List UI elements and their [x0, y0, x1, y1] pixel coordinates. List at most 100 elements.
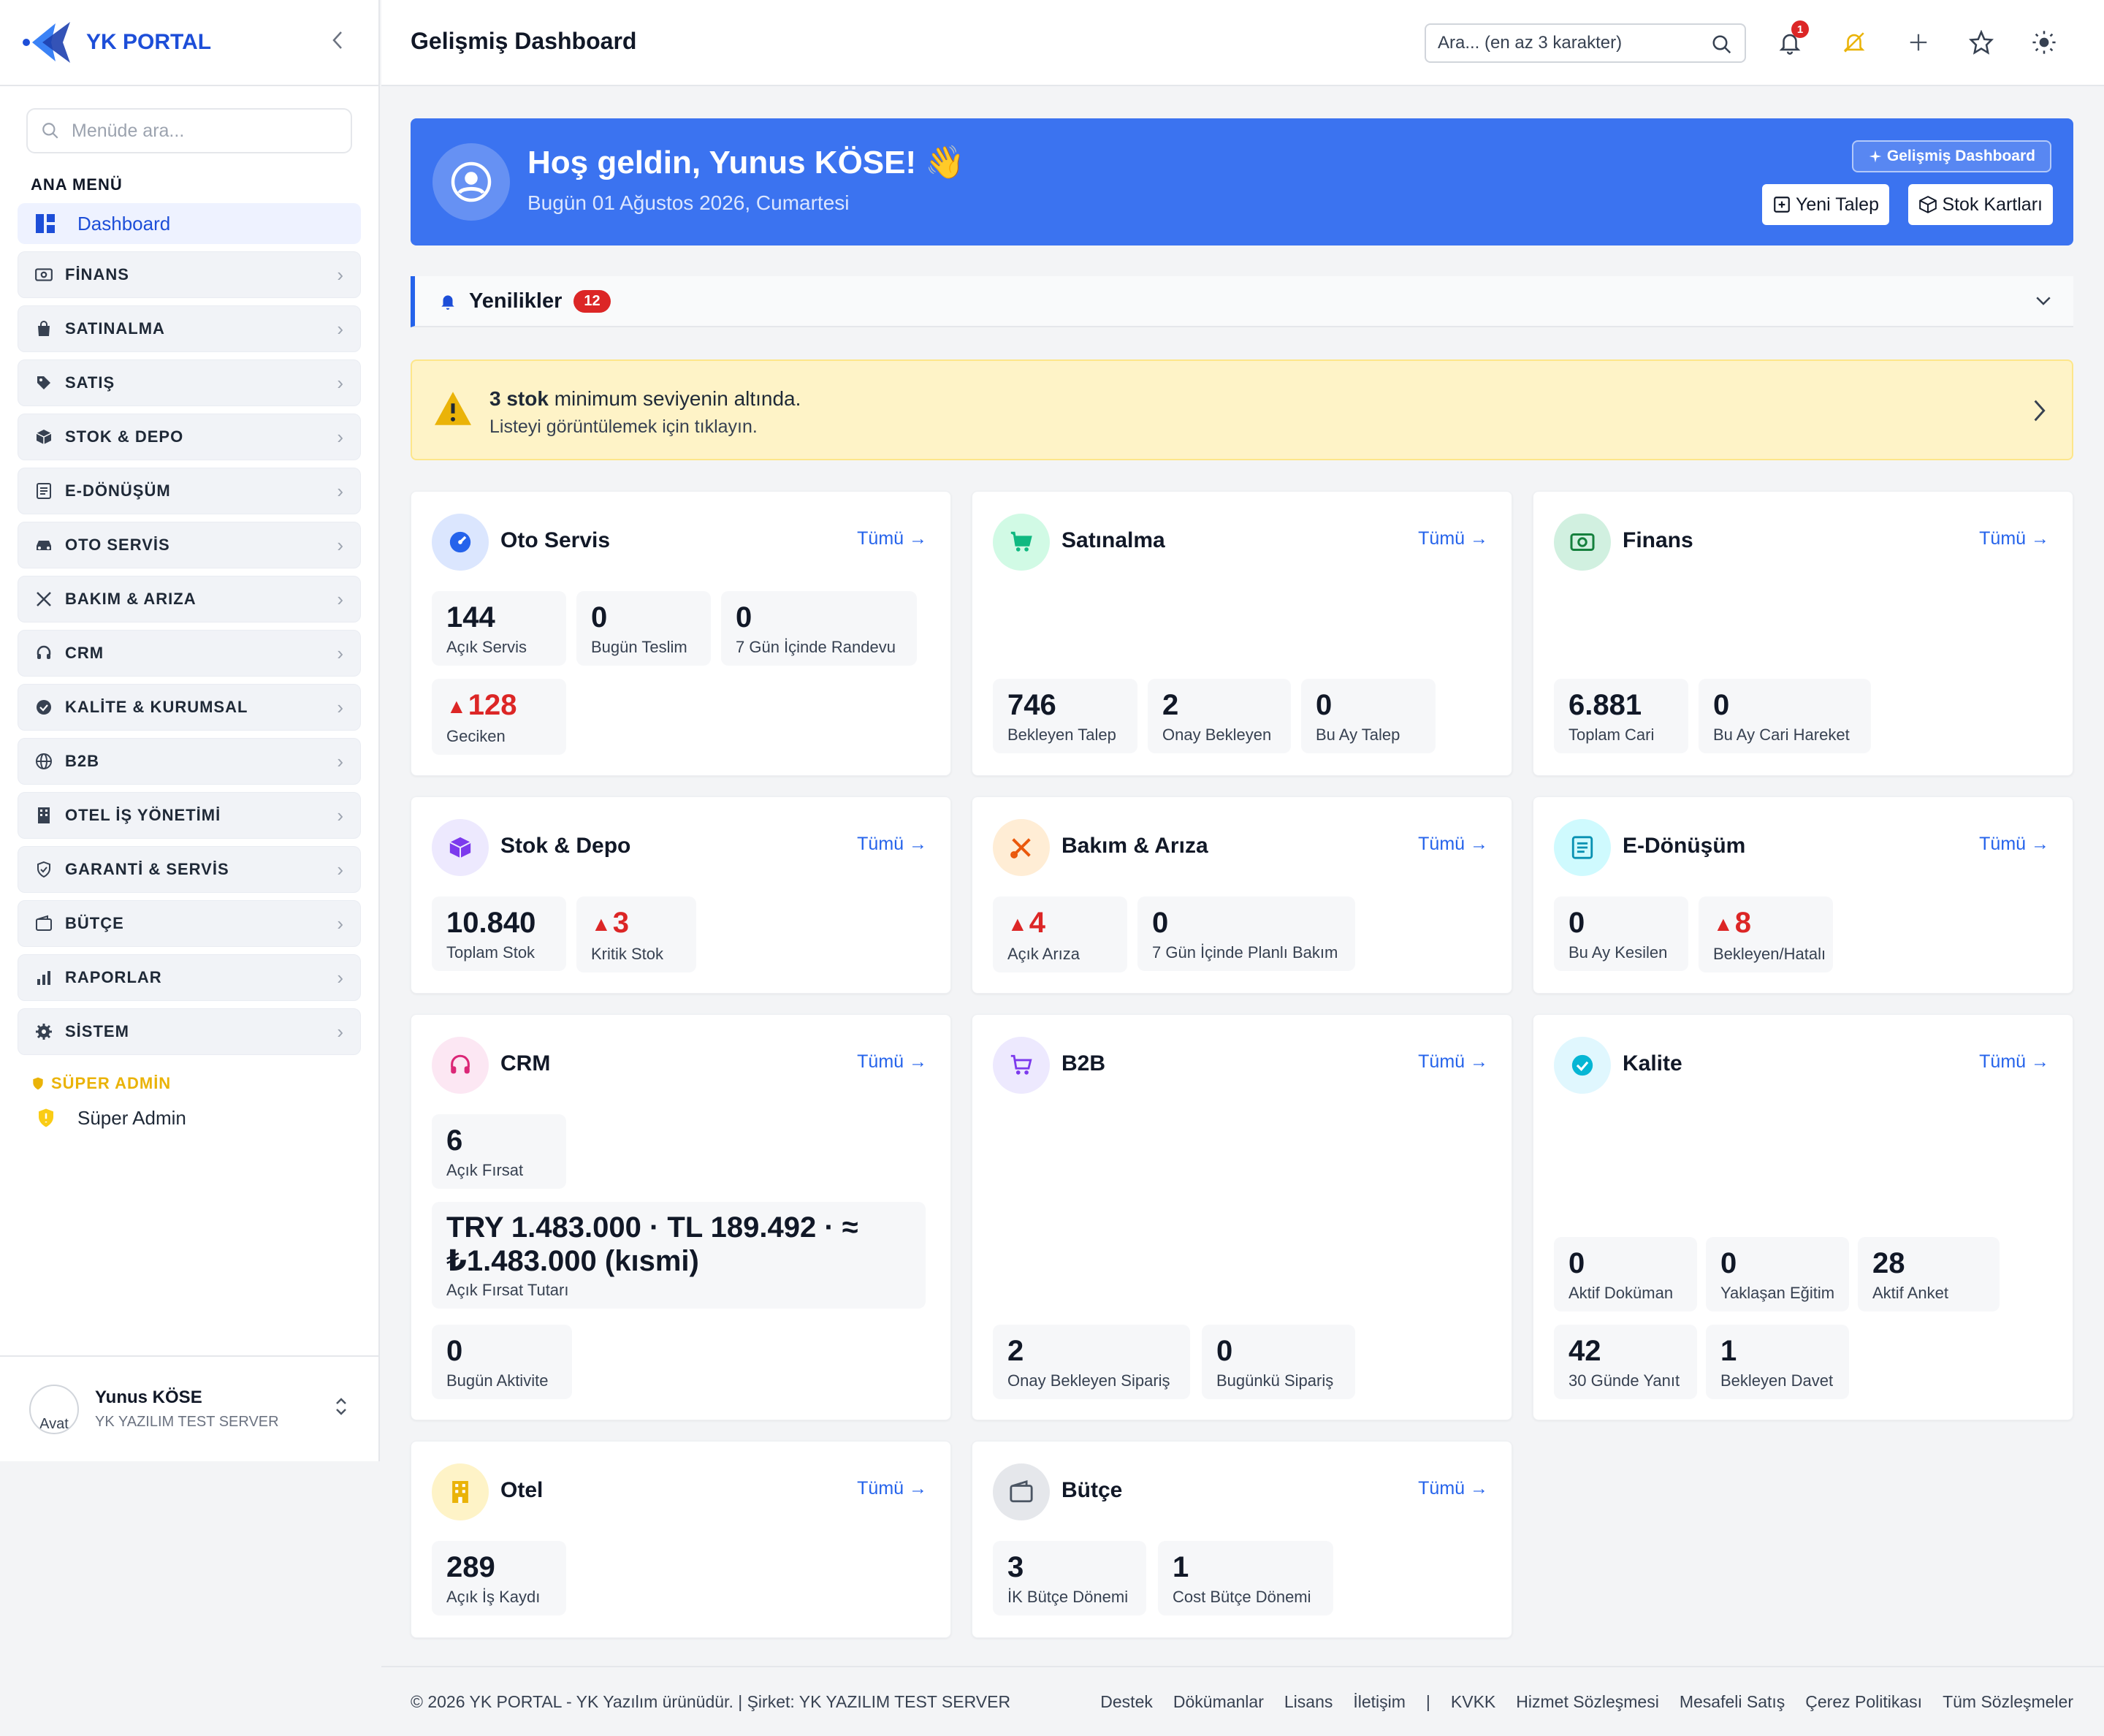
stat-label: Açık İş Kaydı: [446, 1588, 541, 1606]
stat-value: 746: [1007, 689, 1056, 721]
view-all-link[interactable]: Tümü →: [857, 1051, 927, 1073]
brand[interactable]: YK PORTAL: [0, 0, 378, 86]
stat-tile[interactable]: 1 Cost Bütçe Dönemi: [1158, 1541, 1333, 1615]
news-panel[interactable]: Yenilikler 12: [411, 276, 2073, 327]
sidebar-item-finans[interactable]: FİNANS ›: [18, 251, 361, 298]
sidebar-item-satis[interactable]: SATIŞ ›: [18, 359, 361, 406]
stat-tile[interactable]: 746 Bekleyen Talep: [993, 679, 1137, 753]
user-avatar-icon: [432, 143, 510, 221]
menu-search-input[interactable]: Menüde ara...: [26, 108, 352, 153]
stat-tile[interactable]: 144 Açık Servis: [432, 591, 566, 666]
stat-tile[interactable]: 0 Yaklaşan Eğitim: [1706, 1237, 1849, 1311]
view-all-link[interactable]: Tümü →: [857, 834, 927, 855]
stat-label: 30 Günde Yanıt: [1569, 1371, 1680, 1390]
sidebar-item-raporlar[interactable]: RAPORLAR ›: [18, 954, 361, 1001]
stat-tile[interactable]: 10.840 Toplam Stok: [432, 896, 566, 971]
stat-tile[interactable]: TRY 1.483.000 · TL 189.492 · ≈ ₺1.483.00…: [432, 1202, 926, 1309]
stat-tile[interactable]: 6.881 Toplam Cari: [1554, 679, 1688, 753]
stat-tile[interactable]: 0 Bu Ay Cari Hareket: [1699, 679, 1871, 753]
stat-tile[interactable]: 0 Bugün Aktivite: [432, 1325, 572, 1399]
view-all-link[interactable]: Tümü →: [857, 528, 927, 549]
low-stock-alert[interactable]: 3 stok minimum seviyenin altında. Listey…: [411, 359, 2073, 460]
sidebar-item-sistem[interactable]: SİSTEM ›: [18, 1008, 361, 1055]
sidebar-item-satinalma[interactable]: SATINALMA ›: [18, 305, 361, 352]
favorites-button[interactable]: [1967, 28, 1996, 57]
brand-name: YK PORTAL: [86, 30, 212, 54]
stat-tile[interactable]: 2 Onay Bekleyen: [1148, 679, 1291, 753]
footer-link[interactable]: KVKK: [1450, 1692, 1496, 1711]
view-all-link[interactable]: Tümü →: [1418, 528, 1488, 549]
new-request-button[interactable]: Yeni Talep: [1761, 184, 1889, 225]
view-all-link[interactable]: Tümü →: [1979, 834, 2049, 855]
gear-icon: [33, 1021, 55, 1043]
chevron-right-icon[interactable]: [2028, 396, 2050, 429]
stat-tile[interactable]: 0 Bugün Teslim: [576, 591, 711, 666]
chevron-right-icon: ›: [337, 696, 344, 718]
stat-tile[interactable]: 28 Aktif Anket: [1858, 1237, 2000, 1311]
footer-link[interactable]: Mesafeli Satış: [1679, 1692, 1785, 1711]
stat-tile[interactable]: 6 Açık Fırsat: [432, 1114, 566, 1189]
stat-tile[interactable]: ▲8 Bekleyen/Hatalı: [1699, 896, 1833, 973]
view-all-link[interactable]: Tümü →: [1418, 1051, 1488, 1073]
stat-tile[interactable]: 2 Onay Bekleyen Sipariş: [993, 1325, 1190, 1399]
warning-icon: [432, 390, 473, 430]
collapse-sidebar-icon[interactable]: [330, 29, 345, 58]
sidebar-item-e-donusum[interactable]: E-DÖNÜŞÜM ›: [18, 468, 361, 514]
stat-label: Aktif Doküman: [1569, 1284, 1674, 1302]
stat-tile[interactable]: 0 7 Gün İçinde Randevu: [721, 591, 917, 666]
stat-tile[interactable]: 42 30 Günde Yanıt: [1554, 1325, 1697, 1399]
mute-notifications-button[interactable]: [1840, 28, 1869, 57]
chevron-down-icon[interactable]: [2032, 289, 2054, 315]
view-all-link[interactable]: Tümü →: [1979, 1051, 2049, 1073]
footer-link[interactable]: Destek: [1100, 1692, 1153, 1711]
switch-account-icon[interactable]: [333, 1396, 349, 1423]
footer-link[interactable]: Tüm Sözleşmeler: [1943, 1692, 2073, 1711]
notifications-button[interactable]: 1: [1775, 20, 1809, 57]
stat-tile[interactable]: 0 Bugünkü Sipariş: [1202, 1325, 1355, 1399]
view-all-link[interactable]: Tümü →: [1418, 1478, 1488, 1499]
stat-tile[interactable]: ▲3 Kritik Stok: [576, 896, 696, 973]
stat-tile[interactable]: 0 Aktif Doküman: [1554, 1237, 1697, 1311]
view-all-link[interactable]: Tümü →: [1418, 834, 1488, 855]
view-all-link[interactable]: Tümü →: [857, 1478, 927, 1499]
stat-tile[interactable]: 289 Açık İş Kaydı: [432, 1541, 566, 1615]
sidebar-item-otel[interactable]: OTEL İŞ YÖNETİMİ ›: [18, 792, 361, 839]
sidebar-item-label: BAKIM & ARIZA: [65, 590, 197, 608]
footer-link[interactable]: İletişim: [1353, 1692, 1406, 1711]
alert-bold: 3 stok: [489, 387, 549, 410]
advanced-dashboard-button[interactable]: Gelişmiş Dashboard: [1851, 140, 2051, 172]
sidebar-item-dashboard[interactable]: Dashboard: [18, 203, 361, 244]
theme-toggle-button[interactable]: [2029, 28, 2059, 57]
card-kalite: Kalite Tümü → 0 Aktif Doküman 0 Yaklaşan E…: [1533, 1014, 2073, 1420]
stat-tile[interactable]: 1 Bekleyen Davet: [1706, 1325, 1849, 1399]
footer-link[interactable]: Çerez Politikası: [1805, 1692, 1923, 1711]
sidebar-item-b2b[interactable]: B2B ›: [18, 738, 361, 785]
sidebar-item-kalite-kurumsal[interactable]: KALİTE & KURUMSAL ›: [18, 684, 361, 731]
stat-tile[interactable]: 0 7 Gün İçinde Planlı Bakım: [1137, 896, 1355, 971]
stat-tile[interactable]: ▲4 Açık Arıza: [993, 896, 1127, 973]
sidebar-item-butce[interactable]: BÜTÇE ›: [18, 900, 361, 947]
add-button[interactable]: [1904, 28, 1933, 57]
super-admin-heading-label: SÜPER ADMİN: [51, 1074, 172, 1092]
stock-cards-button[interactable]: Stok Kartları: [1908, 184, 2053, 225]
stat-tile[interactable]: 0 Bu Ay Talep: [1301, 679, 1436, 753]
plus-icon: [1910, 34, 1927, 51]
view-all-link[interactable]: Tümü →: [1979, 528, 2049, 549]
global-search-input[interactable]: Ara... (en az 3 karakter): [1425, 23, 1746, 63]
sidebar-item-crm[interactable]: CRM ›: [18, 630, 361, 677]
sidebar-item-super-admin[interactable]: Süper Admin: [35, 1106, 378, 1130]
footer-link[interactable]: Lisans: [1284, 1692, 1333, 1711]
user-profile[interactable]: Avat Yunus KÖSE YK YAZILIM TEST SERVER: [0, 1355, 378, 1461]
stat-tile[interactable]: 0 Bu Ay Kesilen: [1554, 896, 1688, 971]
footer-link[interactable]: Hizmet Sözleşmesi: [1516, 1692, 1659, 1711]
stat-tile[interactable]: 3 İK Bütçe Dönemi: [993, 1541, 1146, 1615]
stat-tile[interactable]: ▲128 Geciken: [432, 679, 566, 755]
footer-link[interactable]: Dökümanlar: [1173, 1692, 1264, 1711]
sidebar-item-bakim-ariza[interactable]: BAKIM & ARIZA ›: [18, 576, 361, 623]
advanced-dashboard-label: Gelişmiş Dashboard: [1886, 148, 2035, 164]
sidebar-item-oto-servis[interactable]: OTO SERVİS ›: [18, 522, 361, 568]
sidebar-item-garanti-servis[interactable]: GARANTİ & SERVİS ›: [18, 846, 361, 893]
search-icon[interactable]: [1711, 34, 1733, 56]
stat-label: Bugünkü Sipariş: [1216, 1371, 1334, 1390]
sidebar-item-stok-depo[interactable]: STOK & DEPO ›: [18, 414, 361, 460]
